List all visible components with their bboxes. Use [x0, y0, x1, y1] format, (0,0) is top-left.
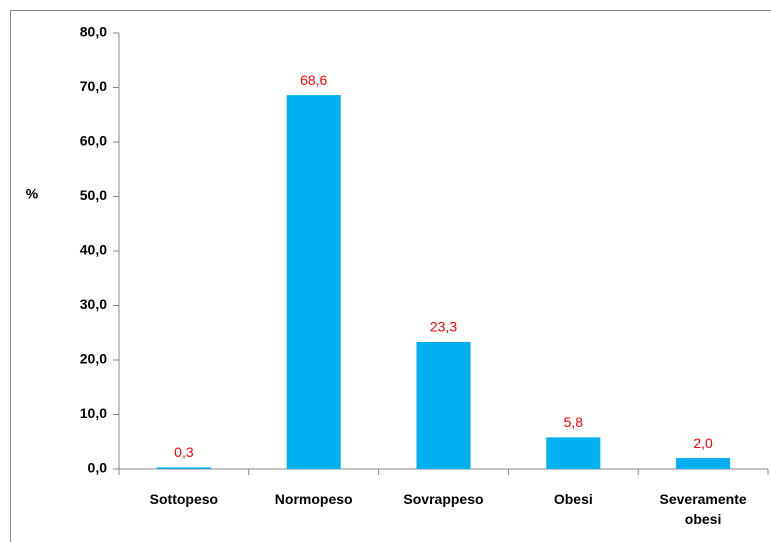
y-tick-label: 0,0 — [88, 460, 108, 476]
y-tick-label: 50,0 — [80, 187, 107, 203]
y-tick-label: 70,0 — [80, 78, 107, 94]
y-tick-label: 20,0 — [80, 351, 107, 367]
value-label: 68,6 — [300, 72, 327, 88]
bar — [546, 437, 601, 469]
x-tick-label: Severamente obesi — [659, 491, 747, 527]
y-axis-label: % — [26, 186, 39, 202]
y-tick-label: 40,0 — [80, 242, 107, 258]
y-tick-label: 60,0 — [80, 133, 107, 149]
bar — [676, 458, 731, 469]
value-label: 5,8 — [564, 414, 584, 430]
x-tick-label: Normopeso — [274, 491, 353, 507]
bar — [156, 467, 211, 469]
x-tick-label: Obesi — [553, 491, 593, 507]
value-label: 0,3 — [174, 444, 194, 460]
chart-border — [10, 10, 771, 542]
value-label: 2,0 — [693, 435, 713, 451]
bar — [286, 95, 341, 469]
y-tick-label: 30,0 — [80, 296, 107, 312]
y-tick-label: 10,0 — [80, 405, 107, 421]
x-tick-label: Sottopeso — [149, 491, 219, 507]
y-tick-label: 80,0 — [80, 24, 107, 40]
value-label: 23,3 — [430, 319, 457, 335]
x-tick-label: Sovrappeso — [403, 491, 484, 507]
bar — [416, 342, 471, 469]
